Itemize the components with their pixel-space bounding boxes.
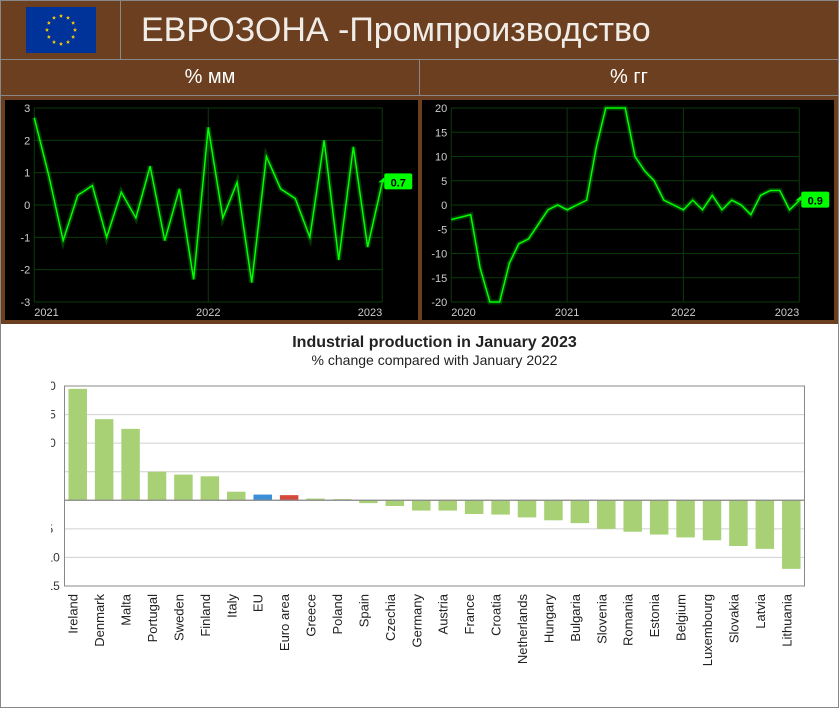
svg-text:Ireland: Ireland: [66, 594, 81, 634]
svg-text:2022: 2022: [196, 307, 220, 319]
flag-cell: [1, 1, 121, 59]
svg-text:-10: -10: [431, 249, 447, 261]
svg-text:15: 15: [51, 408, 56, 422]
svg-text:0.9: 0.9: [807, 196, 822, 208]
bar-chart-title: Industrial production in January 2023: [51, 334, 818, 352]
page-title: ЕВРОЗОНА -Промпроизводство: [141, 11, 651, 50]
svg-text:-15: -15: [51, 579, 60, 593]
svg-text:-5: -5: [437, 224, 447, 236]
svg-text:3: 3: [24, 103, 30, 115]
svg-text:Hungary: Hungary: [541, 594, 556, 644]
svg-text:Greece: Greece: [304, 594, 319, 637]
svg-text:2023: 2023: [358, 307, 382, 319]
svg-text:0.7: 0.7: [391, 177, 406, 189]
bar-chart-section: Industrial production in January 2023 % …: [0, 324, 839, 708]
svg-text:1: 1: [24, 168, 30, 180]
chart-mm: -3 -2 -1 0 1 2 3 2021 2022 2023 0.7: [5, 100, 418, 320]
svg-text:Lithuania: Lithuania: [779, 593, 794, 647]
chart-yy: -20-15-10-50510152020202021202220230.9: [422, 100, 835, 320]
svg-text:Denmark: Denmark: [92, 594, 107, 647]
svg-text:Germany: Germany: [409, 594, 424, 648]
subheader-row: % мм % гг: [0, 60, 839, 96]
svg-text:Slovenia: Slovenia: [594, 593, 609, 644]
svg-text:-5: -5: [51, 522, 53, 536]
svg-text:Luxembourg: Luxembourg: [700, 594, 715, 666]
svg-text:2: 2: [24, 135, 30, 147]
svg-text:Poland: Poland: [330, 594, 345, 634]
svg-text:15: 15: [435, 127, 447, 139]
svg-text:-10: -10: [51, 550, 60, 564]
svg-text:France: France: [462, 594, 477, 634]
svg-text:5: 5: [441, 176, 447, 188]
svg-text:-20: -20: [431, 297, 447, 309]
svg-text:Belgium: Belgium: [674, 594, 689, 641]
svg-text:Bulgaria: Bulgaria: [568, 593, 583, 641]
svg-text:10: 10: [435, 152, 447, 164]
svg-text:-3: -3: [20, 297, 30, 309]
bar-chart-subtitle: % change compared with January 2022: [51, 352, 818, 368]
svg-text:-1: -1: [20, 232, 30, 244]
svg-text:Estonia: Estonia: [647, 593, 662, 637]
svg-text:2023: 2023: [774, 307, 798, 319]
svg-text:EU: EU: [251, 594, 266, 612]
svg-text:Netherlands: Netherlands: [515, 594, 530, 665]
svg-text:Slovakia: Slovakia: [726, 593, 741, 643]
svg-text:Portugal: Portugal: [145, 594, 160, 643]
svg-text:2021: 2021: [554, 307, 578, 319]
line-charts-row: -3-2-101232021202220230.7 -20-15-10-5051…: [0, 96, 839, 324]
svg-text:20: 20: [435, 103, 447, 115]
svg-text:Malta: Malta: [119, 593, 134, 626]
svg-text:Euro area: Euro area: [277, 593, 292, 651]
eu-flag-icon: [26, 7, 96, 53]
svg-text:Finland: Finland: [198, 594, 213, 637]
svg-text:-2: -2: [20, 265, 30, 277]
svg-text:20: 20: [51, 379, 56, 393]
svg-text:Sweden: Sweden: [171, 594, 186, 641]
svg-text:10: 10: [51, 436, 56, 450]
svg-text:2022: 2022: [671, 307, 695, 319]
svg-text:0: 0: [24, 200, 30, 212]
subheader-right: % гг: [420, 60, 838, 95]
svg-text:Italy: Italy: [224, 594, 239, 618]
svg-text:-15: -15: [431, 273, 447, 285]
subheader-left: % мм: [1, 60, 420, 95]
svg-text:Spain: Spain: [356, 594, 371, 627]
svg-text:Latvia: Latvia: [753, 593, 768, 628]
svg-text:2021: 2021: [34, 307, 58, 319]
svg-text:0: 0: [441, 200, 447, 212]
svg-text:2020: 2020: [451, 307, 475, 319]
svg-text:Romania: Romania: [621, 593, 636, 646]
svg-text:Czechia: Czechia: [383, 593, 398, 641]
svg-text:Austria: Austria: [436, 593, 451, 634]
header-row: ЕВРОЗОНА -Промпроизводство: [0, 0, 839, 60]
svg-text:Croatia: Croatia: [489, 593, 504, 636]
title-cell: ЕВРОЗОНА -Промпроизводство: [121, 11, 838, 50]
